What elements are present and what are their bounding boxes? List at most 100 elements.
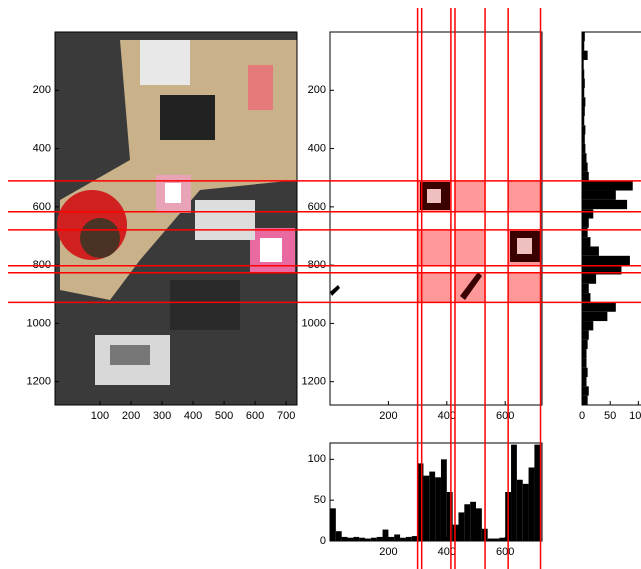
y-tick-label: 1000 [302,317,326,329]
mask-blob-hole [517,238,532,254]
histogram-bar [582,396,588,405]
histogram-bar [406,537,412,541]
histogram-bar [458,512,464,541]
monitor [170,280,240,330]
histogram-bar [342,537,348,541]
histogram-bar [447,492,453,541]
histogram-bar [582,181,633,190]
histogram-bar [582,51,588,60]
histogram-bar [582,191,616,200]
histogram-bar [582,246,599,255]
histogram-bar [394,534,400,541]
y-tick-label: 1200 [302,376,326,388]
histogram-bar [582,302,616,311]
histogram-bar [582,340,588,349]
x-tick-label: 300 [153,410,171,422]
histogram-bar [582,163,588,172]
histogram-bar [582,209,593,218]
histogram-bar [582,377,587,386]
x-tick-label: 600 [496,410,514,422]
x-tick-label: 700 [277,410,295,422]
person-head [80,218,120,258]
histogram-bar [582,125,585,134]
x-tick-label: 50 [604,410,616,422]
x-tick-label: 500 [215,410,233,422]
paper [195,200,255,240]
histogram-bar [582,386,589,395]
histogram-bar [435,477,441,541]
histogram-bar [582,200,627,209]
x-tick-label: 400 [184,410,202,422]
histogram-bar [383,530,389,541]
histogram-bar [429,472,435,541]
histogram-bar [353,537,359,541]
x-tick-label: 100 [629,410,641,422]
highlight-cell [418,273,451,303]
y-tick-label: 400 [308,142,326,154]
x-tick-label: 200 [379,546,397,558]
histogram-bar [523,484,529,541]
x-tick-label: 200 [122,410,140,422]
histogram-bar [582,368,588,377]
y-tick-label: 1000 [27,317,51,329]
histogram-bar [476,508,482,541]
histogram-bar [336,531,342,541]
histogram-bar [582,330,589,339]
laptop [160,95,215,140]
histogram-bar [470,502,476,541]
mask-blob-hole [427,189,441,203]
histogram-bar [534,445,540,541]
histogram-bar [464,504,470,541]
y-tick-label: 1200 [27,376,51,388]
paper [140,40,190,85]
histogram-bar [582,256,630,265]
y-tick-label: 0 [320,535,326,547]
histogram-bar [582,358,587,367]
mask-background [330,32,542,405]
y-tick-label: 50 [314,494,326,506]
x-tick-label: 400 [438,546,456,558]
histogram-bar [582,349,587,358]
marker-pattern [165,183,181,203]
histogram-bar [441,459,447,541]
y-tick-label: 600 [33,201,51,213]
y-tick-label: 100 [308,453,326,465]
histogram-bar [582,97,585,106]
x-tick-label: 0 [579,410,585,422]
x-tick-label: 600 [496,546,514,558]
marker-pattern [260,238,282,262]
y-tick-label: 200 [33,84,51,96]
histogram-bar [330,508,336,541]
highlight-cell [455,181,485,212]
histogram-bar [412,536,418,541]
highlight-cell [455,230,485,266]
x-tick-label: 600 [246,410,264,422]
highlight-cell [508,273,540,303]
y-tick-label: 400 [33,142,51,154]
histogram-bar [423,476,429,541]
histogram-bar [582,312,607,321]
histogram-bar [582,321,593,330]
highlight-cell [508,181,540,212]
histogram-bar [511,445,517,541]
histogram-bar [582,219,589,228]
x-tick-label: 400 [438,410,456,422]
histogram-bar [582,237,590,246]
histogram-bar [388,537,394,541]
histogram-bar [582,144,585,153]
histogram-bar [418,463,424,541]
figure: 1002003004005006007002004006008001000120… [0,0,641,569]
photo [55,32,297,405]
x-tick-label: 200 [379,410,397,422]
y-tick-label: 200 [308,84,326,96]
screen-content [110,345,150,365]
x-tick-label: 100 [91,410,109,422]
histogram-bar [582,293,590,302]
histogram-bar [582,274,596,283]
y-tick-label: 600 [308,201,326,213]
histogram-bar [582,172,589,181]
highlight-cell [418,230,451,266]
histogram-bar [582,153,587,162]
histogram-bar [582,284,589,293]
histogram-bar [517,480,523,541]
